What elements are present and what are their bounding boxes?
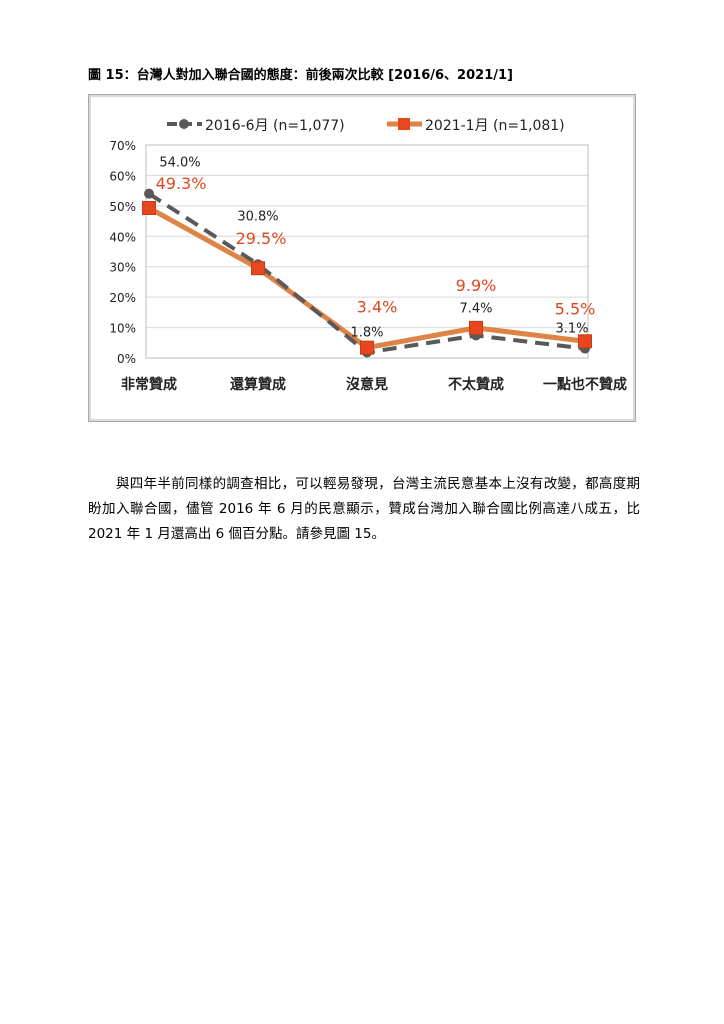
x-tick-label: 不太贊成 xyxy=(448,376,504,393)
y-tick-label: 60% xyxy=(109,169,136,183)
figure-title: 圖 15：台灣人對加入聯合國的態度：前後兩次比較 [2016/6、2021/1] xyxy=(88,68,513,83)
legend-label-2016: 2016-6月 (n=1,077) xyxy=(205,118,345,134)
data-label-2021: 3.4% xyxy=(357,298,398,317)
y-tick-label: 40% xyxy=(109,230,136,244)
data-point-2016 xyxy=(144,188,154,199)
legend-marker-2016 xyxy=(179,119,189,129)
data-label-2016: 3.1% xyxy=(555,322,588,337)
x-tick-label: 非常贊成 xyxy=(121,376,177,393)
legend-label-2021: 2021-1月 (n=1,081) xyxy=(425,118,565,134)
data-point-2021 xyxy=(142,200,156,215)
data-label-2016: 30.8% xyxy=(237,209,278,224)
data-label-2021: 5.5% xyxy=(555,299,596,318)
y-tick-label: 20% xyxy=(109,291,136,305)
body-paragraph: 與四年半前同樣的調查相比，可以輕易發現，台灣主流民意基本上沒有改變，都高度期盼加… xyxy=(88,475,640,542)
data-label-2016: 7.4% xyxy=(459,301,492,316)
line-chart: 0% 10% 20% 30% 40% 50% 60% 70% 非常贊成 還算贊成 沒意見 不太贊成 一點… xyxy=(109,118,627,393)
data-label-2016: 1.8% xyxy=(350,326,383,341)
x-tick-label: 還算贊成 xyxy=(230,376,286,393)
data-label-2021: 49.3% xyxy=(156,174,207,193)
y-tick-label: 30% xyxy=(109,261,136,275)
y-tick-label: 70% xyxy=(109,139,136,153)
chart-frame: 0% 10% 20% 30% 40% 50% 60% 70% 非常贊成 還算贊成 沒意見 不太贊成 一點… xyxy=(88,94,636,422)
plot-area-border xyxy=(145,144,589,359)
data-label-2021: 9.9% xyxy=(456,276,497,295)
data-point-2021 xyxy=(251,261,265,276)
data-point-2021 xyxy=(578,334,592,349)
legend-marker-2021 xyxy=(398,118,410,130)
data-point-2021 xyxy=(469,320,483,335)
y-tick-label: 0% xyxy=(117,352,136,366)
x-tick-label: 沒意見 xyxy=(346,376,388,393)
y-tick-label: 10% xyxy=(109,322,136,336)
x-tick-label: 一點也不贊成 xyxy=(543,376,627,393)
data-label-2021: 29.5% xyxy=(236,229,287,248)
data-point-2021 xyxy=(360,340,374,355)
data-label-2016: 54.0% xyxy=(159,156,200,171)
y-tick-label: 50% xyxy=(109,200,136,214)
